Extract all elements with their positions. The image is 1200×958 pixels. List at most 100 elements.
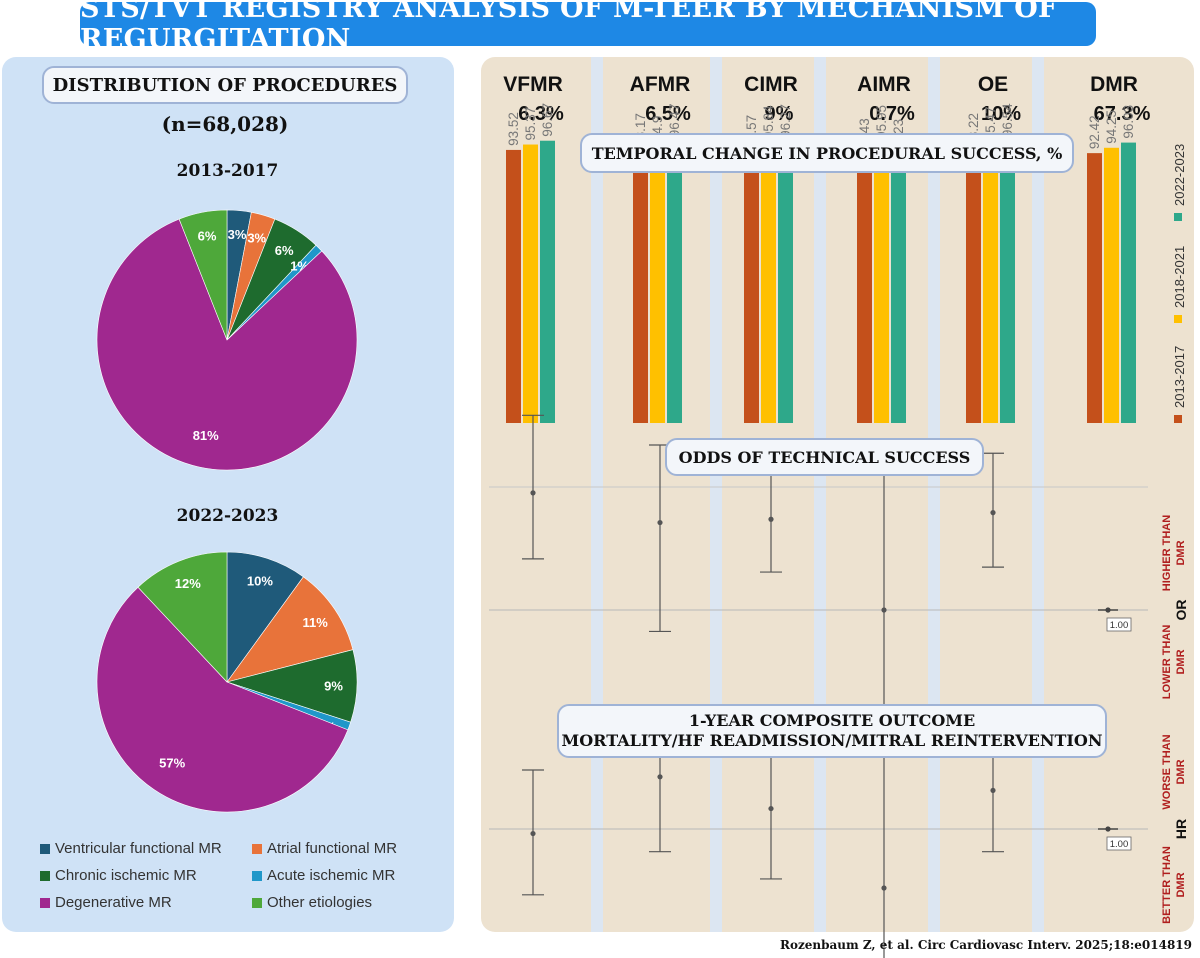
legend-label-afmr: Atrial functional MR bbox=[267, 840, 398, 857]
legend-item-afmr: Atrial functional MR bbox=[252, 840, 397, 857]
bar-dmr-2013-2017 bbox=[1087, 153, 1102, 423]
mechanism-name-afmr: AFMR bbox=[630, 73, 691, 96]
pie-slice-other bbox=[178, 209, 228, 341]
bar-label-oe-2022-2023: 96.54 bbox=[1000, 103, 1015, 137]
legend-swatch-afmr bbox=[252, 843, 262, 854]
pie-slice-vfmr bbox=[226, 551, 304, 683]
legend-label-vfmr: Ventricular functional MR bbox=[55, 840, 222, 857]
pie-slice-other bbox=[137, 551, 228, 683]
legend-swatch-vfmr bbox=[40, 843, 50, 854]
composite-title-line-2: MORTALITY/HF READMISSION/MITRAL REINTERV… bbox=[561, 731, 1103, 750]
legend-item-aimr: Acute ischemic MR bbox=[252, 867, 395, 884]
bar-vfmr-2013-2017 bbox=[506, 149, 521, 423]
pie-label-dmr: 57% bbox=[159, 756, 185, 771]
mechanism-share-aimr: 0.7% bbox=[869, 103, 915, 125]
mechanism-share-dmr: 67.3% bbox=[1094, 103, 1151, 125]
pie-2013-2017: 3% 3%6%1%81%6% bbox=[96, 209, 358, 471]
section-title-procedural-success: TEMPORAL CHANGE IN PROCEDURAL SUCCESS, % bbox=[580, 133, 1074, 173]
bar-dmr-2018-2021 bbox=[1104, 147, 1119, 424]
pie-1-title: 2013-2017 bbox=[176, 161, 279, 181]
hr-point-cimr bbox=[768, 805, 774, 812]
bar-afmr-2022-2023 bbox=[667, 141, 682, 423]
legend-swatch-aimr bbox=[252, 870, 262, 881]
section-title-composite-outcome: 1-YEAR COMPOSITE OUTCOME MORTALITY/HF RE… bbox=[557, 704, 1107, 758]
bar-oe-2018-2021 bbox=[983, 144, 998, 423]
column-divider bbox=[814, 57, 826, 932]
hr-point-afmr bbox=[657, 774, 663, 780]
bar-dmr-2022-2023 bbox=[1121, 142, 1136, 423]
bar-aimr-2013-2017 bbox=[857, 156, 872, 423]
pie-label-vfmr: 3% bbox=[228, 227, 247, 242]
column-divider bbox=[928, 57, 940, 932]
hr-ref-label: 1.00 bbox=[1110, 839, 1129, 850]
legend-item-other: Other etiologies bbox=[252, 894, 372, 911]
pie-label-vfmr: 10% bbox=[247, 574, 273, 589]
hr-better-label: BETTER THAN DMR bbox=[1161, 846, 1187, 924]
mechanism-name-dmr: DMR bbox=[1090, 73, 1138, 96]
bar-label-dmr-2022-2023: 96.03 bbox=[1121, 105, 1136, 139]
bar-afmr-2013-2017 bbox=[633, 150, 648, 423]
hr-point-oe bbox=[990, 787, 996, 794]
bar-label-cimr-2022-2023: 96.27 bbox=[778, 104, 793, 138]
pie-2022-2023: 10%11%9%1%57%12% bbox=[96, 551, 358, 813]
bar-label-dmr-2018-2021: 94.25 bbox=[1104, 110, 1119, 144]
bar-legend-label-2022-2023: 2022-2023 bbox=[1172, 144, 1187, 206]
pie-label-dmr: 81% bbox=[193, 428, 219, 443]
legend-label-other: Other etiologies bbox=[267, 894, 373, 911]
bar-oe-2022-2023 bbox=[1000, 141, 1015, 423]
hr-axis-label: HR bbox=[1173, 819, 1189, 839]
legend-swatch-other bbox=[252, 897, 262, 908]
pie-label-other: 12% bbox=[175, 576, 201, 591]
bar-vfmr-2018-2021 bbox=[523, 144, 538, 424]
column-divider bbox=[591, 57, 603, 932]
mechanism-name-oe: OE bbox=[978, 73, 1008, 96]
composite-title-line-1: 1-YEAR COMPOSITE OUTCOME bbox=[688, 711, 976, 730]
distribution-heading: DISTRIBUTION OF PROCEDURES bbox=[42, 66, 408, 104]
bar-vfmr-2022-2023 bbox=[540, 140, 555, 423]
bar-label-aimr-2018-2021: 95.95 bbox=[874, 105, 889, 139]
legend-label-cimr: Chronic ischemic MR bbox=[55, 867, 197, 884]
or-point-dmr bbox=[1105, 607, 1111, 613]
pie-slice-dmr bbox=[96, 586, 349, 813]
legend-label-aimr: Acute ischemic MR bbox=[267, 867, 396, 884]
bar-label-vfmr-2018-2021: 95.37 bbox=[523, 107, 538, 141]
bar-label-oe-2018-2021: 95.47 bbox=[983, 106, 998, 140]
bar-oe-2013-2017 bbox=[966, 150, 981, 423]
bar-aimr-2018-2021 bbox=[874, 142, 889, 424]
or-ref-box bbox=[1106, 617, 1132, 632]
or-lower-label: LOWER THAN DMR bbox=[1161, 625, 1187, 700]
pie-label-cimr: 6% bbox=[275, 243, 294, 258]
pie-slice-dmr bbox=[96, 218, 358, 471]
pie-label-afmr: 11% bbox=[303, 615, 329, 630]
section-title-technical-success: ODDS OF TECHNICAL SUCCESS bbox=[665, 438, 984, 476]
bar-legend-swatch-2018-2021 bbox=[1174, 315, 1182, 323]
pie-label-afmr: 3% bbox=[247, 231, 266, 246]
hr-ref-box bbox=[1106, 836, 1132, 851]
legend-swatch-dmr bbox=[40, 897, 50, 908]
bar-legend-swatch-2013-2017 bbox=[1174, 415, 1182, 423]
pie-label-other: 6% bbox=[198, 228, 217, 243]
or-ref-label: 1.00 bbox=[1110, 620, 1129, 631]
column-divider bbox=[710, 57, 722, 932]
bar-label-dmr-2013-2017: 92.42 bbox=[1087, 115, 1102, 149]
legend-item-vfmr: Ventricular functional MR bbox=[40, 840, 222, 857]
hr-worse-label: WORSE THAN DMR bbox=[1161, 734, 1187, 809]
mechanism-share-oe: 10% bbox=[981, 103, 1021, 125]
bar-aimr-2022-2023 bbox=[891, 156, 906, 423]
bar-legend-label-2018-2021: 2018-2021 bbox=[1172, 246, 1187, 308]
legend-item-dmr: Degenerative MR bbox=[40, 894, 172, 911]
or-point-aimr bbox=[881, 607, 887, 613]
or-higher-label: HIGHER THAN DMR bbox=[1161, 515, 1187, 591]
hr-point-dmr bbox=[1105, 826, 1111, 832]
total-n-label: (n=68,028) bbox=[161, 112, 289, 136]
or-axis-label: OR bbox=[1173, 600, 1189, 621]
or-point-afmr bbox=[657, 519, 663, 526]
mechanism-share-cimr: 9% bbox=[765, 103, 794, 125]
bar-label-afmr-2022-2023: 96.47 bbox=[667, 104, 682, 138]
bar-legend-label-2013-2017: 2013-2017 bbox=[1172, 346, 1187, 408]
mechanism-name-cimr: CIMR bbox=[744, 73, 798, 96]
or-point-cimr bbox=[768, 516, 774, 522]
hr-point-vfmr bbox=[530, 830, 536, 837]
pie-label-cimr: 9% bbox=[324, 678, 343, 693]
bar-legend-swatch-2022-2023 bbox=[1174, 213, 1182, 221]
